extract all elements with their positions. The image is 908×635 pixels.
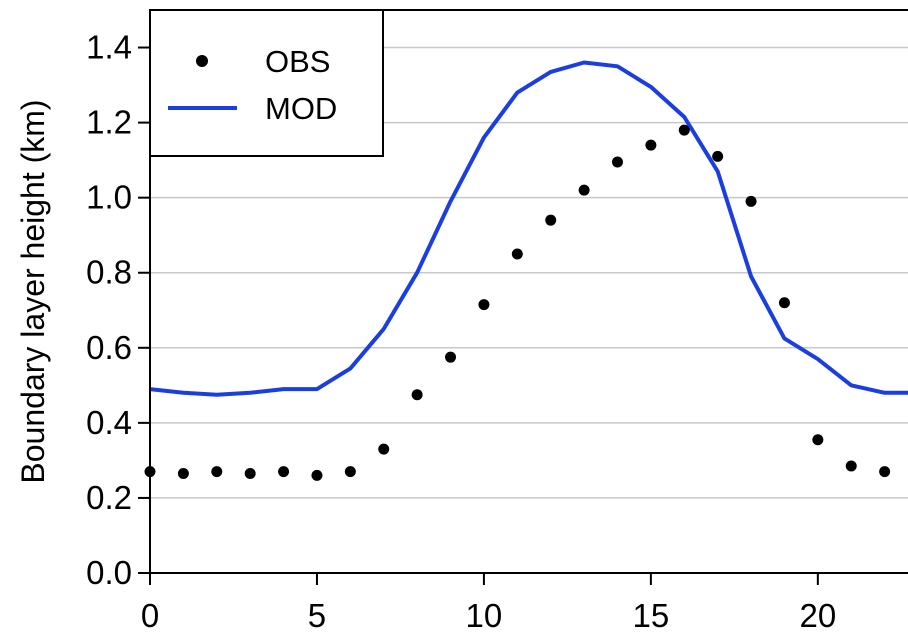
obs-point bbox=[645, 139, 657, 151]
obs-point bbox=[845, 460, 857, 472]
obs-point bbox=[678, 124, 690, 136]
y-axis-title: Boundary layer height (km) bbox=[15, 99, 51, 483]
y-tick-label: 0.0 bbox=[86, 554, 132, 591]
obs-point bbox=[712, 150, 724, 162]
x-tick-label: 20 bbox=[799, 597, 836, 634]
obs-point bbox=[745, 195, 757, 207]
y-tick-label: 0.6 bbox=[86, 329, 132, 366]
y-tick-label: 0.4 bbox=[86, 404, 132, 441]
obs-point bbox=[344, 466, 356, 478]
obs-point bbox=[611, 156, 623, 168]
x-tick-label: 10 bbox=[466, 597, 503, 634]
mod-series bbox=[149, 60, 908, 397]
y-tick-label: 0.8 bbox=[86, 254, 132, 291]
y-tick-label: 1.2 bbox=[86, 104, 132, 141]
obs-point bbox=[578, 184, 590, 196]
tick-labels: 0.0 0.2 0.4 0.6 0.8 1.0 1.2 1.4 0 5 10 15 20 bbox=[86, 29, 836, 634]
obs-point bbox=[445, 351, 457, 363]
obs-point bbox=[244, 468, 256, 480]
obs-point bbox=[812, 434, 824, 446]
mod-line bbox=[149, 60, 908, 397]
obs-point bbox=[311, 469, 323, 481]
legend-obs-label: OBS bbox=[265, 44, 330, 79]
obs-point bbox=[478, 299, 490, 311]
legend-box bbox=[149, 9, 384, 157]
obs-point bbox=[278, 466, 290, 478]
legend-mod-label: MOD bbox=[265, 91, 337, 126]
obs-point bbox=[378, 443, 390, 455]
obs-point bbox=[879, 466, 891, 478]
y-tick-label: 1.4 bbox=[86, 29, 132, 66]
y-tick-label: 0.2 bbox=[86, 479, 132, 516]
legend: OBS MOD bbox=[149, 9, 384, 157]
obs-point bbox=[211, 466, 223, 478]
x-tick-label: 15 bbox=[633, 597, 670, 634]
legend-obs-marker bbox=[196, 55, 208, 67]
obs-point bbox=[511, 248, 523, 260]
y-tick-label: 1.0 bbox=[86, 179, 132, 216]
x-tick-label: 0 bbox=[141, 597, 159, 634]
obs-point bbox=[778, 297, 790, 309]
obs-point bbox=[545, 214, 557, 226]
obs-series bbox=[144, 124, 891, 481]
obs-point bbox=[411, 389, 423, 401]
x-tick-label: 5 bbox=[308, 597, 326, 634]
obs-point bbox=[177, 468, 189, 480]
